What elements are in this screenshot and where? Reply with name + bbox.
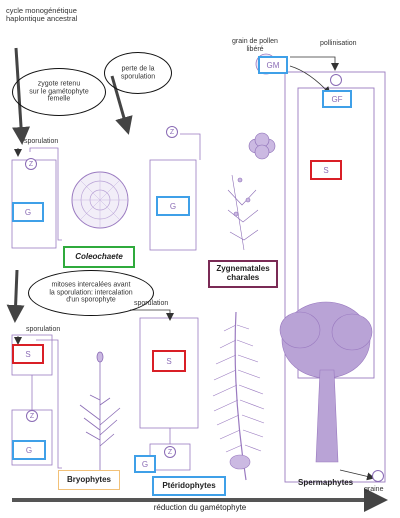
arrow-left-2 xyxy=(6,269,25,323)
bubble-sporulation-loss: perte de la sporulation xyxy=(104,52,172,94)
gametophyte-box-coleochaete: G xyxy=(12,202,44,222)
male-gametophyte-box: GM xyxy=(258,56,288,74)
label-pollination: pollinisation xyxy=(320,40,357,47)
seed-marker xyxy=(372,470,384,482)
zygote-marker-1: Z xyxy=(25,158,37,170)
caption-line-1: cycle monogénétique xyxy=(6,6,77,15)
zygote-marker-4: Z xyxy=(164,446,176,458)
bubble-mitoses-text: mitoses intercalées avant la sporulation… xyxy=(49,281,133,304)
fern-image xyxy=(212,311,265,481)
bubble-intercalated-mitoses: mitoses intercalées avant la sporulation… xyxy=(28,270,154,316)
tree-image xyxy=(279,301,373,463)
cycle-spermaphytes xyxy=(284,71,386,483)
sporophyte-box-bryophytes: S xyxy=(12,344,44,364)
gametophyte-box-pteridophytes: G xyxy=(134,455,156,473)
bubble-zygote-retained: zygote retenu sur le gamétophyte femelle xyxy=(12,68,106,116)
sporophyte-box-pteridophytes: S xyxy=(152,350,186,372)
zygote-marker-2: Z xyxy=(166,126,178,138)
group-spermaphytes: Spermaphytes xyxy=(298,478,354,487)
coleochaete-image xyxy=(71,171,129,229)
zygote-marker-3: Z xyxy=(26,410,38,422)
cycle-zygnematales xyxy=(149,133,201,251)
ovule-marker xyxy=(330,74,342,86)
sporophyte-box-spermaphytes: S xyxy=(310,160,342,180)
pollination-arrow xyxy=(290,56,339,71)
seed-arrow xyxy=(339,469,375,481)
female-gametophyte-box: GF xyxy=(322,90,352,108)
group-bryophytes: Bryophytes xyxy=(58,470,120,490)
bubble-sporulation-loss-text: perte de la sporulation xyxy=(120,65,156,80)
gametophyte-box-zygnematales: G xyxy=(156,196,190,216)
bottom-axis-label: réduction du gamétophyte xyxy=(153,503,247,512)
label-seed: graine xyxy=(364,486,384,493)
label-sporulation-2: sporulation xyxy=(26,326,61,333)
gametophyte-box-bryophytes: G xyxy=(12,440,46,460)
label-sporulation-1: sporulation xyxy=(24,138,59,145)
sporulation-arrow-4 xyxy=(130,309,174,321)
cycle-coleochaete xyxy=(11,147,62,249)
caption-ancestral-cycle: cycle monogénétique haplontique ancestra… xyxy=(6,6,78,24)
caption-line-2: haplontique ancestral xyxy=(6,14,78,24)
group-zygnematales: Zygnematales charales xyxy=(208,260,278,288)
group-pteridophytes: Ptéridophytes xyxy=(152,476,226,496)
bubble-zygote-text: zygote retenu sur le gamétophyte femelle xyxy=(29,80,89,103)
label-sporulation-3: sporulation xyxy=(134,300,169,307)
group-coleochaete: Coleochaete xyxy=(63,246,135,268)
zygnematales-image xyxy=(227,132,276,251)
label-released-pollen: grain de pollen libéré xyxy=(232,38,278,53)
bryophyte-image xyxy=(79,351,121,470)
